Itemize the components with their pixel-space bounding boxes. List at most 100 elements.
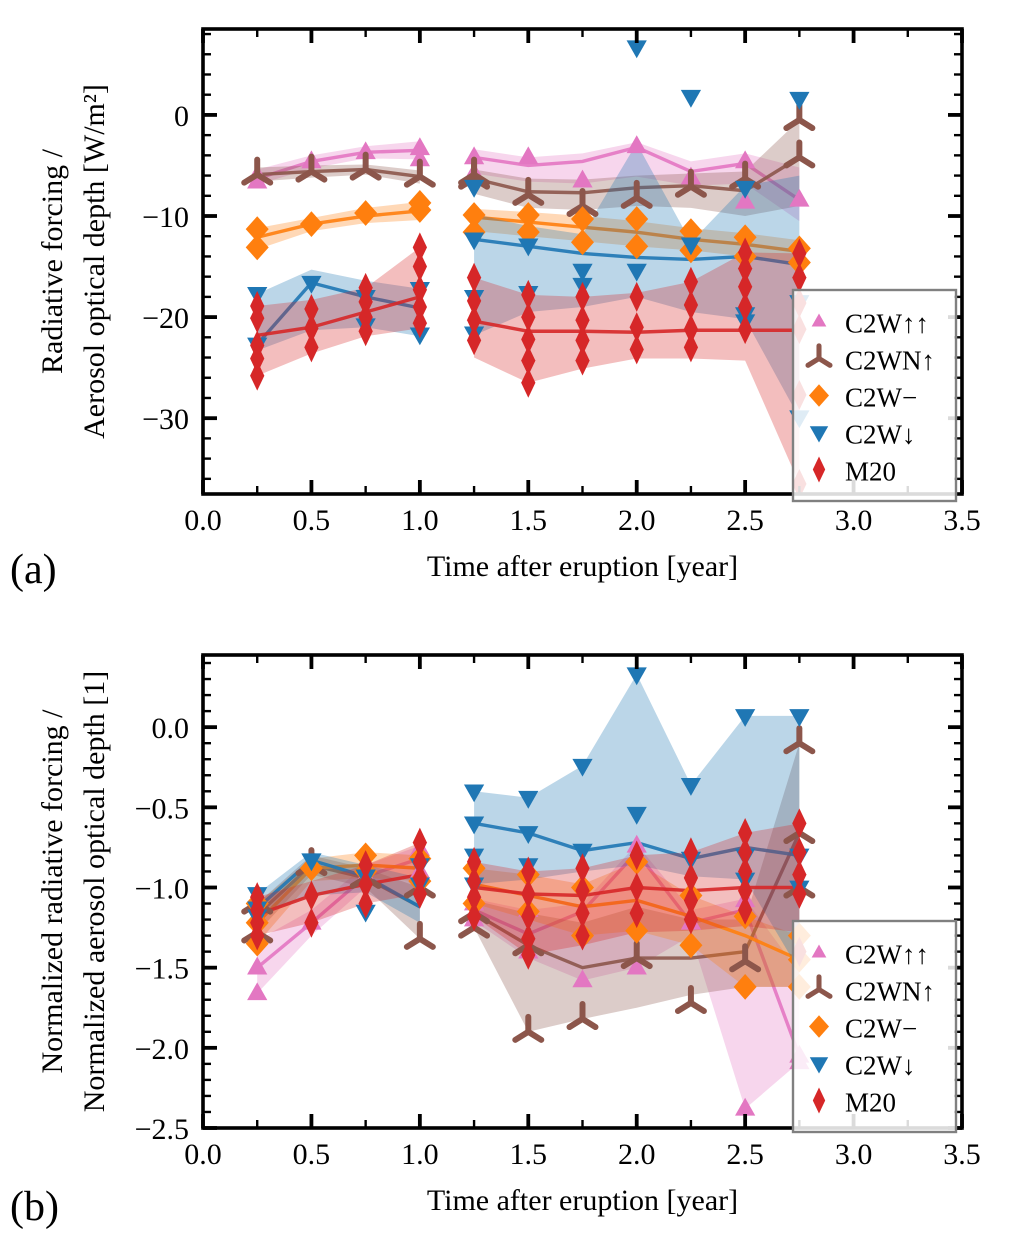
y-tick-label: 0.0	[152, 712, 190, 745]
data-marker-thin-diamond	[521, 345, 536, 376]
data-marker-thin-diamond	[629, 872, 644, 903]
legend-marker-triangle-up	[811, 944, 827, 958]
data-marker-thin-diamond	[738, 271, 753, 302]
y-tick-label: 0	[174, 100, 189, 133]
legend-entry[interactable]: C2W−	[809, 1014, 917, 1044]
x-tick-label: 2.0	[618, 1138, 656, 1171]
y-axis-title-line1: Radiative forcing /	[36, 148, 69, 374]
data-marker-thin-diamond	[412, 308, 427, 339]
legend-entry[interactable]: C2WN↑	[805, 343, 935, 376]
data-marker-diamond	[354, 200, 378, 226]
data-marker-thin-diamond	[575, 325, 590, 356]
data-marker-thin-diamond	[304, 313, 319, 344]
data-marker-triangle-down	[680, 89, 702, 108]
data-marker-thin-diamond	[304, 332, 319, 363]
data-marker-diamond	[679, 932, 703, 959]
x-tick-label: 2.0	[618, 504, 656, 537]
y-axis-title-line2: Aerosol optical depth [W/m²]	[78, 84, 111, 439]
data-marker-triangle-up	[247, 956, 268, 975]
legend-entry[interactable]: C2W−	[809, 383, 917, 413]
data-marker-thin-diamond	[358, 850, 373, 880]
legend-entry[interactable]: C2W↑↑	[811, 940, 929, 970]
legend: C2W↑↑ C2WN↑ C2W− C2W↓ M20	[791, 288, 958, 503]
x-tick-label: 1.0	[401, 1138, 439, 1171]
x-tick-label: 3.0	[835, 1138, 873, 1171]
data-marker-thin-diamond	[466, 901, 482, 932]
data-marker-thin-diamond	[521, 901, 536, 932]
data-marker-triangle-down	[301, 853, 322, 872]
y-tick-label: −10	[142, 201, 189, 234]
y-axis-title-line2: Normalized aerosol optical depth [1]	[78, 671, 111, 1113]
x-tick-label: 3.5	[943, 1138, 981, 1171]
data-marker-thin-diamond	[738, 292, 753, 322]
legend-marker-triangle-down	[809, 426, 829, 443]
x-tick-label: 1.5	[510, 1138, 548, 1171]
mean-line	[257, 167, 421, 179]
uncertainty-band	[474, 252, 800, 484]
legend-label: M20	[845, 1088, 896, 1118]
data-marker-thin-diamond	[629, 334, 644, 365]
data-marker-tri-down	[687, 999, 707, 1014]
data-marker-tri-down	[796, 740, 816, 755]
data-marker-diamond	[245, 216, 269, 243]
data-marker-thin-diamond	[521, 878, 536, 909]
data-marker-thin-diamond	[304, 294, 319, 324]
data-marker-thin-diamond	[738, 314, 753, 345]
x-tick-label: 1.5	[510, 504, 548, 537]
data-marker-thin-diamond	[250, 303, 265, 334]
x-tick-label: 0.5	[293, 504, 331, 537]
axis-titles: Time after eruption [year] Normalized rad…	[36, 671, 738, 1217]
panel-a: 0.0 0.5 1.0 1.5 2.0 2.5 3.0 3.5 0 −10 −20 −30 Time a…	[0, 0, 1011, 620]
x-tick-label: 3.0	[835, 504, 873, 537]
data-marker-triangle-down	[518, 790, 539, 809]
data-marker-tri-down	[633, 194, 653, 209]
data-marker-triangle-down	[789, 91, 810, 110]
data-marker-tri-down	[308, 168, 328, 183]
legend-label: C2W↑↑	[845, 309, 929, 339]
data-marker-thin-diamond	[358, 316, 373, 347]
legend-label: M20	[845, 457, 896, 487]
data-marker-triangle-down	[572, 758, 593, 777]
data-marker-thin-diamond	[575, 305, 590, 336]
legend-marker-thin-diamond	[812, 456, 826, 483]
x-tick-label: 0.0	[184, 504, 222, 537]
data-marker-thin-diamond	[412, 292, 427, 322]
data-marker-triangle-down	[626, 667, 647, 686]
legend-marker-diamond	[809, 384, 829, 407]
legend-entry[interactable]: C2W↓	[809, 1051, 916, 1081]
data-marker-thin-diamond	[521, 856, 536, 887]
y-tick-label: −1.0	[135, 872, 189, 905]
data-marker-diamond	[625, 917, 649, 944]
uncertainty-band	[257, 852, 420, 923]
data-marker-triangle-down	[463, 816, 485, 835]
uncertainty-band	[257, 164, 420, 184]
data-marker-tri-down	[796, 116, 816, 132]
legend-entry[interactable]: M20	[812, 456, 896, 487]
data-marker-thin-diamond	[738, 237, 753, 268]
legend-entry[interactable]: C2W↓	[809, 420, 916, 450]
data-marker-tri-down	[525, 1028, 545, 1043]
data-marker-diamond	[571, 206, 594, 232]
data-marker-triangle-up	[735, 1097, 756, 1116]
data-marker-triangle-up	[572, 169, 593, 188]
uncertainty-band	[257, 201, 420, 250]
data-marker-triangle-down	[301, 275, 322, 294]
data-marker-thin-diamond	[629, 840, 644, 871]
legend-marker-tri-down	[816, 986, 833, 999]
data-marker-tri-down	[254, 171, 274, 186]
legend-entry[interactable]: C2W↑↑	[811, 309, 929, 339]
data-marker-thin-diamond	[792, 878, 807, 909]
mean-line	[256, 858, 421, 910]
legend-label: C2W↓	[845, 1051, 916, 1081]
panel-label: (b)	[10, 1184, 59, 1230]
data-marker-diamond	[516, 219, 540, 246]
data-marker-diamond	[408, 197, 432, 223]
panel-label: (a)	[10, 547, 57, 593]
legend-entry[interactable]: C2WN↑	[805, 974, 935, 1007]
data-marker-triangle-up	[409, 148, 430, 167]
data-marker-triangle-up	[463, 146, 485, 165]
legend-marker-triangle-down	[809, 1057, 829, 1074]
data-marker-triangle-up	[572, 969, 593, 988]
legend-entry[interactable]: M20	[812, 1087, 896, 1118]
data-marker-triangle-down	[680, 237, 702, 256]
